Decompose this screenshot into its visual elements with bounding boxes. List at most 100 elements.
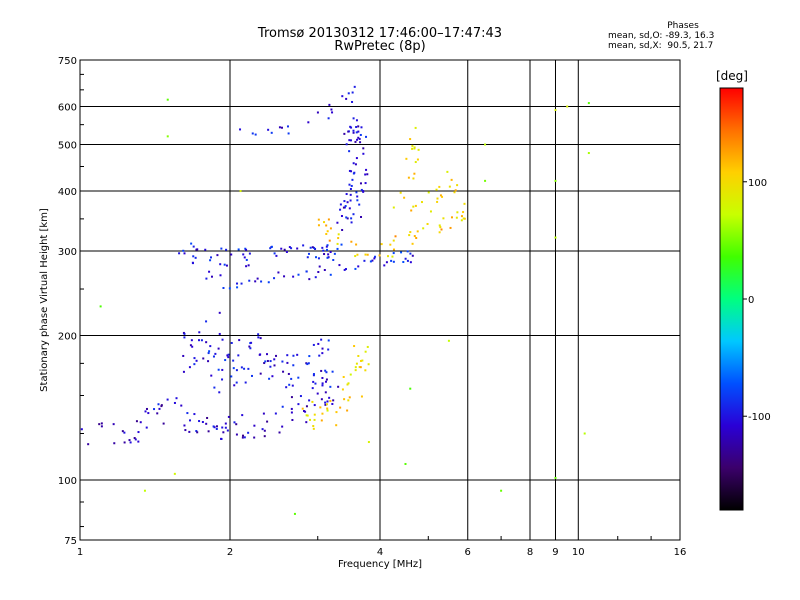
echo-point bbox=[292, 275, 295, 278]
echo-point bbox=[297, 273, 300, 276]
echo-point bbox=[323, 269, 326, 272]
echo-point bbox=[348, 150, 351, 153]
echo-point bbox=[207, 352, 210, 355]
echo-point bbox=[460, 219, 463, 222]
echo-point bbox=[230, 341, 233, 344]
echo-point bbox=[340, 215, 343, 218]
echo-point bbox=[320, 369, 323, 372]
echo-point bbox=[322, 249, 325, 252]
echo-point bbox=[356, 138, 359, 141]
echo-point bbox=[313, 413, 316, 416]
echo-point bbox=[318, 265, 321, 268]
echo-point bbox=[306, 256, 309, 259]
phase-stats-title: Phases bbox=[667, 21, 699, 31]
echo-point bbox=[462, 217, 465, 220]
echo-point bbox=[399, 191, 402, 194]
echo-point bbox=[436, 200, 439, 203]
echo-point bbox=[414, 161, 417, 164]
echo-point bbox=[442, 217, 445, 220]
echo-point bbox=[235, 369, 238, 372]
echo-point bbox=[337, 233, 340, 236]
echo-point bbox=[329, 227, 332, 230]
echo-point bbox=[353, 85, 356, 88]
echo-point bbox=[351, 91, 354, 94]
echo-point bbox=[367, 363, 370, 366]
y-tick-label: 75 bbox=[64, 536, 77, 547]
echo-point bbox=[438, 231, 441, 234]
echo-point bbox=[392, 252, 395, 255]
echo-point bbox=[240, 366, 243, 369]
echo-point bbox=[190, 339, 193, 342]
echo-point bbox=[240, 282, 243, 285]
echo-point bbox=[327, 117, 330, 120]
echo-point bbox=[245, 248, 248, 251]
echo-point bbox=[341, 388, 344, 391]
echo-point bbox=[166, 398, 169, 401]
echo-point bbox=[266, 359, 269, 362]
chart-title: Tromsø 20130312 17:46:00–17:47:43 bbox=[257, 26, 503, 41]
echo-point bbox=[329, 251, 332, 254]
echo-point bbox=[362, 147, 365, 150]
echo-point bbox=[259, 337, 262, 340]
echo-point bbox=[235, 423, 238, 426]
echo-point bbox=[227, 356, 230, 359]
echo-point bbox=[416, 230, 419, 233]
echo-point bbox=[449, 226, 452, 229]
echo-point bbox=[348, 396, 351, 399]
echo-point bbox=[366, 173, 369, 176]
echo-point bbox=[189, 419, 192, 422]
echo-point bbox=[326, 248, 329, 251]
echo-point bbox=[147, 412, 150, 415]
echo-point bbox=[129, 441, 132, 444]
echo-point bbox=[311, 387, 314, 390]
echo-point bbox=[329, 385, 332, 388]
echo-point bbox=[225, 248, 228, 251]
echo-point bbox=[359, 133, 362, 136]
x-tick-label: 4 bbox=[377, 547, 383, 558]
echo-point bbox=[345, 193, 348, 196]
echo-point bbox=[306, 414, 309, 417]
echo-point bbox=[345, 97, 348, 100]
echo-point bbox=[355, 362, 358, 365]
echo-point bbox=[341, 95, 344, 98]
echo-point bbox=[367, 441, 370, 444]
echo-point bbox=[241, 436, 244, 439]
echo-point bbox=[183, 252, 186, 255]
echo-point bbox=[270, 245, 273, 248]
echo-point bbox=[263, 429, 266, 432]
echo-point bbox=[331, 402, 334, 405]
echo-point bbox=[235, 381, 238, 384]
echo-point bbox=[340, 243, 343, 246]
echo-point bbox=[450, 178, 453, 181]
echo-point bbox=[189, 344, 192, 347]
echo-point bbox=[354, 366, 357, 369]
echo-point bbox=[314, 256, 317, 259]
echo-point bbox=[346, 409, 349, 412]
echo-point bbox=[313, 246, 316, 249]
echo-point bbox=[349, 193, 352, 196]
echo-point bbox=[411, 144, 414, 147]
echo-point bbox=[238, 339, 241, 342]
echo-point bbox=[210, 256, 213, 259]
echo-point bbox=[365, 135, 368, 138]
echo-point bbox=[166, 135, 169, 138]
echo-point bbox=[208, 270, 211, 273]
y-tick-label: 750 bbox=[58, 56, 77, 67]
echo-point bbox=[404, 462, 407, 465]
echo-point bbox=[182, 370, 185, 373]
echo-point bbox=[214, 352, 217, 355]
echo-point bbox=[230, 253, 233, 256]
echo-point bbox=[221, 426, 224, 429]
echo-point bbox=[409, 252, 412, 255]
echo-point bbox=[259, 353, 262, 356]
echo-point bbox=[193, 413, 196, 416]
y-axis-label: Stationary phase Virtual Height [km] bbox=[39, 208, 50, 392]
echo-point bbox=[217, 368, 220, 371]
echo-point bbox=[241, 414, 244, 417]
echo-point bbox=[406, 259, 409, 262]
echo-point bbox=[352, 129, 355, 132]
echo-point bbox=[244, 247, 247, 250]
echo-point bbox=[221, 338, 224, 341]
echo-point bbox=[351, 100, 354, 103]
echo-point bbox=[243, 367, 246, 370]
